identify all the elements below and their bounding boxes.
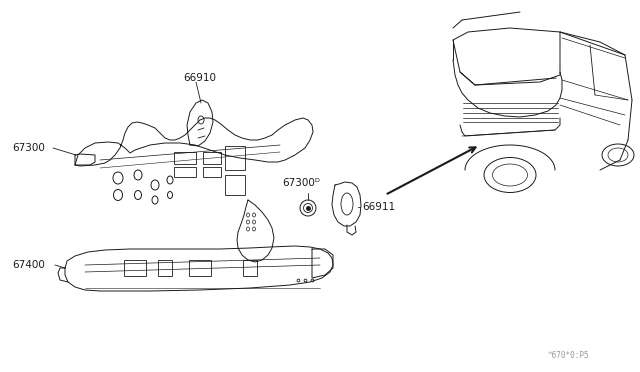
Text: 66911: 66911: [362, 202, 395, 212]
Text: 67300: 67300: [12, 143, 45, 153]
Bar: [174, 167, 196, 177]
Bar: [243, 260, 257, 276]
Bar: [158, 260, 172, 276]
Bar: [189, 260, 211, 276]
Bar: [203, 152, 221, 164]
Bar: [174, 152, 196, 164]
Text: 66910: 66910: [183, 73, 216, 83]
Text: 67300ᴰ: 67300ᴰ: [282, 178, 320, 188]
Text: ^670*0:P5: ^670*0:P5: [548, 350, 589, 359]
Bar: [225, 146, 245, 170]
Bar: [203, 167, 221, 177]
Text: 67400: 67400: [12, 260, 45, 270]
Bar: [225, 175, 245, 195]
Bar: [124, 260, 146, 276]
